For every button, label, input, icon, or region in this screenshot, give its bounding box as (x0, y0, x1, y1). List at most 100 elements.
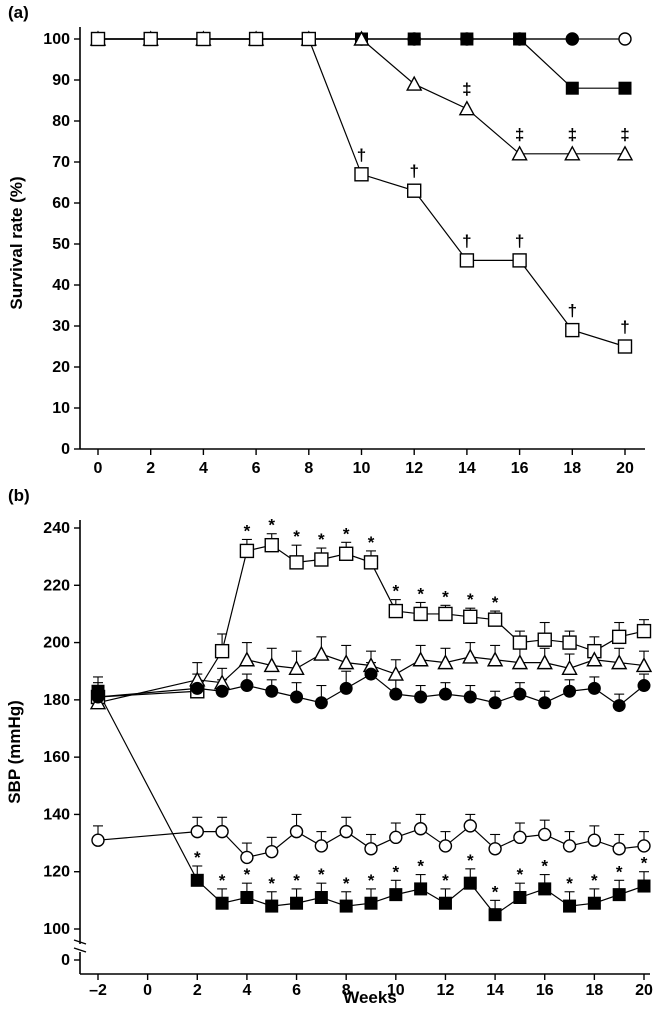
panel-b-significance-star: * (393, 582, 400, 601)
panel-b-point-open-circle (463, 819, 477, 833)
panel-b-x-tick-label: 16 (536, 982, 554, 999)
panel-a-point-filled-circle (565, 32, 579, 46)
panel-b-x-tick-label: 8 (342, 982, 351, 999)
panel-b-point-filled-circle (414, 690, 428, 704)
panel-b-significance-star: * (219, 871, 226, 890)
panel-a-point-open-triangle (353, 30, 370, 46)
panel-a-significance-mark: ‡ (515, 125, 524, 144)
panel-a-point-open-triangle (564, 145, 581, 161)
panel-a-x-tick-label: 4 (199, 460, 208, 477)
panel-b-y-tick-label: 140 (43, 806, 70, 823)
panel-b-significance-star: * (517, 865, 524, 884)
panel-b-y-tick-label: 120 (43, 864, 70, 881)
panel-a-x-tick-label: 18 (563, 460, 581, 477)
panel-b-point-open-square (438, 606, 453, 622)
panel-a-point-filled-square (407, 32, 421, 46)
panel-b-significance-star: * (492, 593, 499, 612)
panel-a-y-tick-label: 30 (52, 318, 70, 335)
panel-b-point-open-square (537, 632, 552, 647)
panel-b-x-tick-label: 20 (635, 982, 653, 999)
panel-b-point-open-triangle (561, 659, 578, 676)
panel-b-label: (b) (8, 486, 30, 505)
panel-b-point-open-square (289, 555, 304, 570)
panel-b-point-filled-square (612, 888, 626, 902)
panel-b-x-tick-label: 0 (143, 982, 152, 999)
panel-b-x-axis-title: Weeks (343, 988, 397, 1007)
panel-b-x-tick-label: –2 (89, 982, 107, 999)
panel-b-point-open-square (264, 537, 279, 553)
panel-b-significance-star: * (268, 874, 275, 893)
panel-b-y-tick-label: 220 (43, 577, 70, 594)
panel-b-point-filled-circle (587, 681, 601, 695)
panel-b-point-open-circle (587, 833, 602, 847)
panel-a-y-tick-label: 50 (52, 236, 70, 253)
panel-b-point-open-square (562, 635, 577, 650)
panel-a-series-lines (98, 38, 626, 348)
panel-b-point-open-circle (289, 824, 304, 839)
panel-b-significance-star: * (293, 871, 300, 890)
panel-a-y-tick-label: 100 (43, 31, 70, 48)
panel-b-significance-star: * (368, 533, 375, 552)
panel-b-significance-star: * (541, 857, 548, 876)
panel-a-x-tick-label: 6 (252, 460, 261, 477)
panel-b-point-filled-square (314, 890, 328, 904)
panel-b-point-open-square (487, 612, 503, 627)
panel-b-point-open-square (338, 546, 354, 561)
panel-a-significance-mark: ‡ (462, 80, 471, 99)
panel-b-point-open-square (363, 555, 379, 570)
panel-b-significance-star: * (492, 882, 499, 901)
panel-b-point-open-circle (190, 824, 204, 839)
panel-b-point-filled-square (538, 882, 552, 896)
panel-a-point-filled-square (565, 81, 579, 95)
panel-b-significance-star: * (293, 527, 300, 546)
panel-a: (a) Survival rate (%) 010203040506070809… (7, 3, 645, 477)
panel-b-point-open-square (611, 629, 627, 645)
panel-a-point-filled-square (460, 32, 474, 46)
panel-b-point-filled-circle (290, 690, 304, 704)
panel-b-point-open-triangle (462, 648, 479, 664)
panel-b-point-open-triangle (635, 657, 653, 673)
panel-a-y-tick-label: 20 (52, 359, 70, 376)
panel-b-x-tick-label: 10 (387, 982, 405, 999)
panel-b-point-open-circle (637, 839, 651, 853)
panel-b-point-open-square (512, 635, 528, 650)
panel-b-point-filled-square (438, 896, 452, 910)
panel-b-significance-star: * (566, 874, 573, 893)
panel-b-point-filled-square (240, 890, 254, 904)
panel-b-point-filled-square (389, 888, 403, 902)
panel-b-point-open-circle (339, 824, 353, 839)
panel-b-point-filled-circle (538, 696, 552, 710)
panel-a-line-open-triangle (98, 38, 625, 155)
panel-b-point-open-square (314, 552, 329, 567)
panel-b-point-open-circle (314, 839, 329, 853)
panel-b-point-filled-circle (563, 684, 577, 698)
panel-b-point-filled-square (190, 873, 204, 887)
panel-a-y-tick-label: 80 (52, 113, 70, 130)
panel-a-y-tick-label: 40 (52, 277, 70, 294)
panel-b-point-filled-circle (364, 667, 378, 681)
panel-b-axis-break-mark (73, 939, 87, 945)
panel-a-x-tick-label: 20 (616, 460, 634, 477)
panel-a-point-filled-square (513, 32, 527, 46)
panel-a-x-tick-label: 16 (511, 460, 529, 477)
panel-a-point-open-circle (618, 32, 632, 46)
panel-b-y-tick-label: 100 (43, 921, 70, 938)
panel-b-y-axis-title: SBP (mmHg) (5, 700, 24, 804)
panel-a-point-open-square (565, 322, 580, 338)
panel-a-point-open-square (407, 183, 422, 198)
panel-a-point-open-triangle (616, 145, 634, 161)
panel-a-point-open-triangle (511, 145, 528, 161)
panel-b-point-open-triangle (437, 654, 454, 670)
panel-a-line-filled-square (98, 38, 625, 89)
panel-b-point-filled-square (563, 899, 577, 913)
panel-a-y-axis-title: Survival rate (%) (7, 176, 26, 309)
panel-b-point-filled-circle (265, 684, 279, 698)
panel-b-axes: 0 100 120 140 160 180 200 220 240 –2 0 2 4 6 8 10 12 14 16… (43, 520, 653, 999)
panel-b-significance-star: * (641, 854, 648, 873)
panel-b-markers (89, 537, 653, 922)
panel-b-point-filled-square (265, 899, 279, 913)
panel-b-point-filled-circle (215, 684, 229, 698)
panel-b-point-open-triangle (238, 651, 256, 667)
panel-b-point-filled-circle (513, 687, 527, 701)
